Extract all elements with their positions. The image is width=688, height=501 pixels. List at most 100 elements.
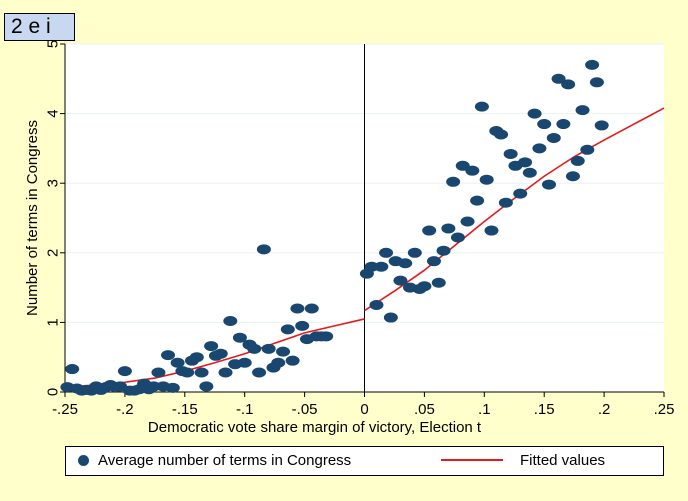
data-point [383,312,398,323]
data-point [426,256,441,267]
data-point [441,223,456,234]
panel-tag: 2 e i [4,13,75,41]
data-point [295,320,310,331]
data-point [161,350,176,361]
x-tick-label: 0 [360,401,368,418]
data-point [594,120,609,131]
data-point [541,179,556,190]
data-point [470,195,485,206]
data-point [446,176,461,187]
y-tick-label: 1 [44,318,61,326]
data-point [450,232,465,243]
data-point [436,245,451,256]
data-point [290,303,305,314]
legend-marker-line [441,459,503,461]
x-tick-label: -.2 [116,401,134,418]
fitted-line-segment [364,107,665,312]
x-tick-label: .05 [414,401,435,418]
x-tick-label: .2 [598,401,611,418]
data-point [537,119,552,130]
data-point [522,167,537,178]
x-tick-label: -.15 [172,401,198,418]
data-point [575,105,590,116]
data-point [261,343,276,354]
data-point [565,171,580,182]
y-tick-label: 3 [44,179,61,187]
data-point [319,331,334,342]
data-point [213,348,228,359]
data-point [374,261,389,272]
data-point [218,367,233,378]
data-point [589,77,604,88]
data-point [503,148,518,159]
scatter-series [60,59,609,396]
data-point [256,244,271,255]
data-point [393,275,408,286]
data-point [223,316,238,327]
data-point [180,367,195,378]
data-point [304,303,319,314]
data-point [484,225,499,236]
data-point [551,73,566,84]
data-point [407,247,422,258]
x-tick-label: .1 [478,401,491,418]
data-point [194,367,209,378]
x-tick-label: .25 [654,401,675,418]
legend-label-fit: Fitted values [520,452,606,469]
x-tick-label: .15 [534,401,555,418]
data-point [460,216,475,227]
data-point [379,247,394,258]
data-point [271,357,286,368]
data-point [252,367,267,378]
data-point [189,352,204,363]
data-point [431,277,446,288]
y-tick-label: 5 [44,40,61,48]
legend-entry-scatter: Average number of terms in Congress [78,452,351,469]
legend-marker-dot [78,455,89,466]
data-point [276,346,291,357]
data-point [65,364,80,375]
legend: Average number of terms in Congress Fitt… [65,446,664,476]
data-point [422,225,437,236]
data-point [479,174,494,185]
data-point [285,355,300,366]
data-point [532,143,547,154]
data-point [247,343,262,354]
data-point [165,382,180,393]
x-tick-label: -.25 [52,401,78,418]
data-point [237,357,252,368]
data-point [417,281,432,292]
data-point [232,332,247,343]
data-point [170,357,185,368]
legend-entry-fit: Fitted values [441,452,605,469]
y-tick-label: 4 [44,109,61,117]
data-point [570,155,585,166]
data-point [465,165,480,176]
data-point [204,341,219,352]
y-axis-title: Number of terms in Congress [24,120,41,316]
x-tick-label: -.1 [236,401,254,418]
data-point [151,367,166,378]
y-tick-label: 2 [44,249,61,257]
axis-ticks: 0 1 2 3 4 5 -.25 -.2 -.15 -.1 -.05 0 .05 .1 .15 .2 .25 [44,40,674,418]
data-point [494,129,509,140]
x-axis-title: Democratic vote share margin of victory,… [148,419,482,436]
data-point [364,261,379,272]
data-point [474,101,489,112]
data-point [117,366,132,377]
data-point [280,324,295,335]
data-point [561,79,576,90]
data-point [585,59,600,70]
data-point [146,381,161,392]
data-point [580,144,595,155]
data-point [498,197,513,208]
data-point [556,119,571,130]
data-point [518,157,533,168]
data-point [199,381,214,392]
legend-label-scatter: Average number of terms in Congress [98,452,352,469]
data-point [369,300,384,310]
data-point [513,188,528,199]
data-point [398,258,413,269]
y-tick-label: 0 [44,388,61,396]
